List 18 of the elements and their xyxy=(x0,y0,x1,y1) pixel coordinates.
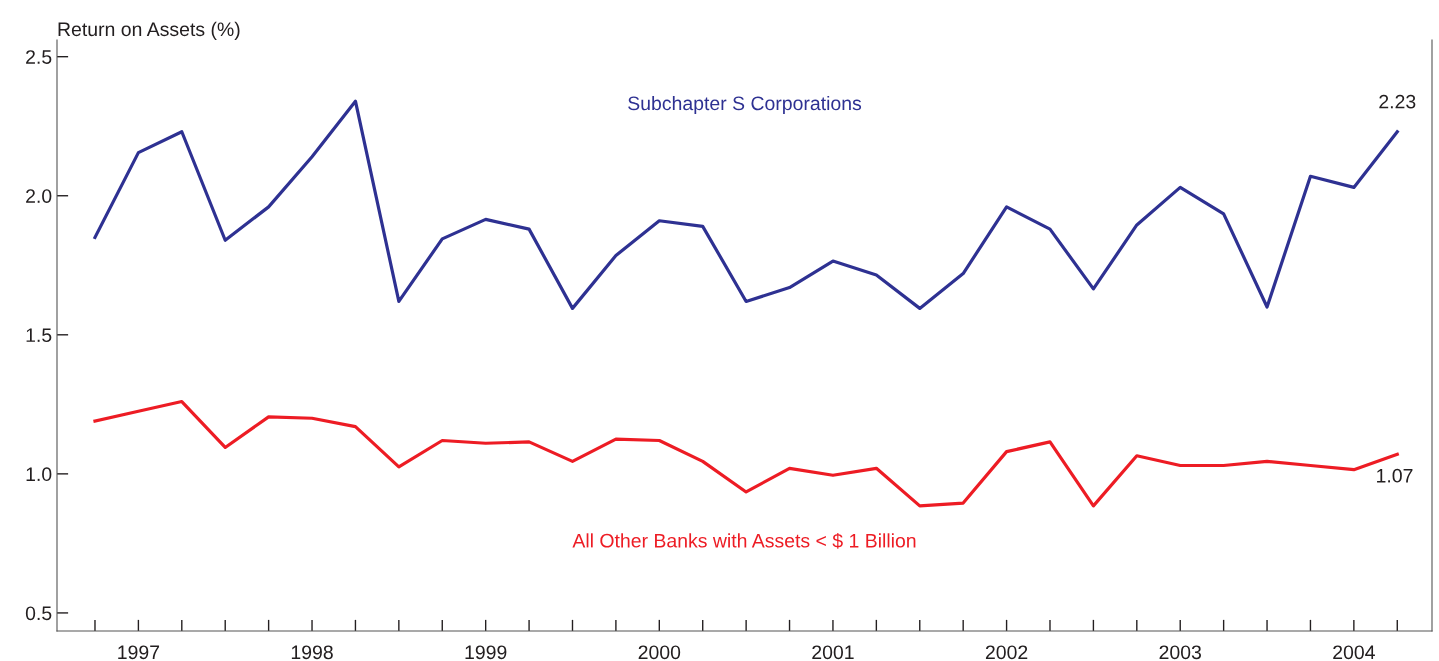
x-tick-label: 2002 xyxy=(985,645,1028,660)
x-tick-label: 2001 xyxy=(812,645,854,660)
y-tick-label: 1.5 xyxy=(26,328,52,343)
x-tick-label: 1997 xyxy=(118,645,160,660)
data-label: 1.07 xyxy=(1377,468,1413,483)
x-tick-label: 1998 xyxy=(291,645,333,660)
x-tick-label: 2004 xyxy=(1333,645,1375,660)
y-tick-label: 2.5 xyxy=(26,50,52,64)
series-label: All Other Banks with Assets < $ 1 Billion xyxy=(572,532,916,549)
y-axis-title: Return on Assets (%) xyxy=(58,21,240,40)
y-tick-label: 0.5 xyxy=(25,606,52,621)
y-tick-label: 2.0 xyxy=(26,189,52,203)
x-tick-label: 2000 xyxy=(638,645,681,660)
x-tick-label: 2003 xyxy=(1159,645,1201,660)
text: Subchapter S Corporations xyxy=(628,95,862,115)
x-tick-label: 1999 xyxy=(465,645,507,660)
y-tick-label: 1.0 xyxy=(26,467,52,482)
data-label: 2.23 xyxy=(1379,94,1416,109)
